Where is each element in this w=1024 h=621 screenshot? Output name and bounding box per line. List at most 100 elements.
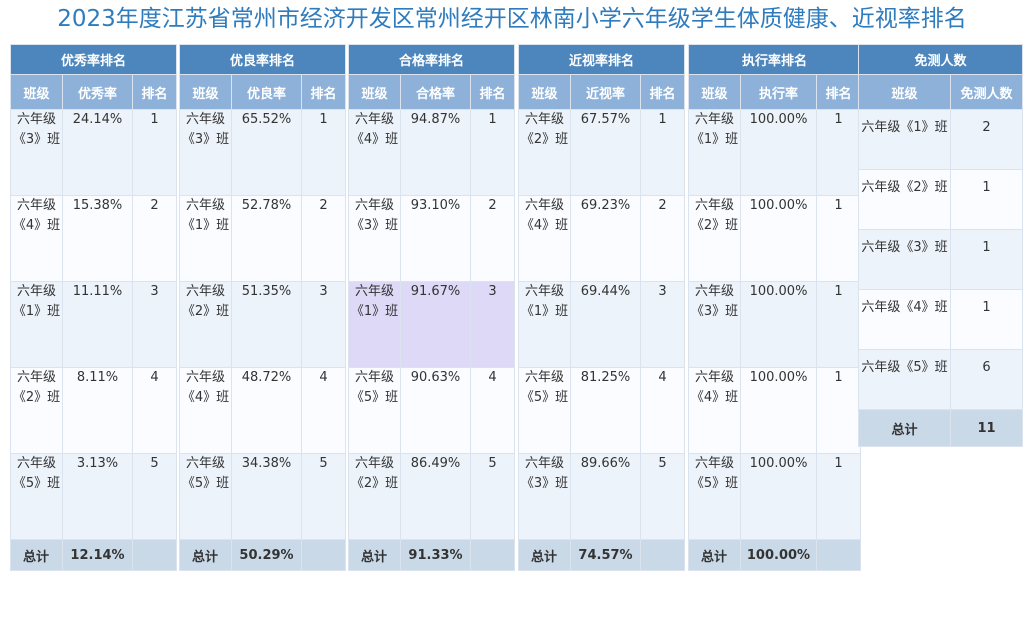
total-rank-empty <box>639 539 686 571</box>
rank-cell: 3 <box>639 281 686 368</box>
panel-title: 优良率排名 <box>178 44 347 75</box>
class-cell: 六年级《3》班 <box>348 195 401 282</box>
class-cell: 六年级《4》班 <box>688 367 741 454</box>
total-row: 总计 11 <box>858 409 1024 447</box>
total-label: 总计 <box>10 539 63 571</box>
rank-cell: 1 <box>300 109 347 196</box>
value-cell: 81.25% <box>570 367 641 454</box>
count-cell: 1 <box>949 289 1024 350</box>
rank-cell: 1 <box>469 109 516 196</box>
value-cell: 52.78% <box>231 195 302 282</box>
table-row: 六年级《4》班 94.87% 1 <box>348 109 516 196</box>
table-row: 六年级《2》班 67.57% 1 <box>518 109 686 196</box>
rank-cell: 2 <box>639 195 686 282</box>
class-cell: 六年级《1》班 <box>518 281 571 368</box>
value-cell: 69.44% <box>570 281 641 368</box>
total-label: 总计 <box>179 539 232 571</box>
value-cell: 100.00% <box>740 367 817 454</box>
total-row: 总计 100.00% <box>688 539 862 571</box>
class-cell: 六年级《2》班 <box>348 453 401 540</box>
class-cell: 六年级《1》班 <box>858 109 951 170</box>
table-row: 六年级《2》班 86.49% 5 <box>348 453 516 540</box>
column-header-metric: 执行率 <box>740 74 817 110</box>
class-cell: 六年级《1》班 <box>10 281 63 368</box>
total-value: 91.33% <box>400 539 471 571</box>
table-row: 六年级《4》班 69.23% 2 <box>518 195 686 282</box>
rank-cell: 1 <box>815 367 862 454</box>
value-cell: 69.23% <box>570 195 641 282</box>
value-cell: 90.63% <box>400 367 471 454</box>
value-cell: 15.38% <box>62 195 133 282</box>
table-row: 六年级《2》班 100.00% 1 <box>688 195 862 282</box>
column-header-rank: 排名 <box>300 74 347 110</box>
value-cell: 65.52% <box>231 109 302 196</box>
value-cell: 11.11% <box>62 281 133 368</box>
value-cell: 91.67% <box>400 281 471 368</box>
rank-cell: 4 <box>639 367 686 454</box>
class-cell: 六年级《4》班 <box>858 289 951 350</box>
class-cell: 六年级《4》班 <box>10 195 63 282</box>
value-cell: 48.72% <box>231 367 302 454</box>
exempt-panel: 免测人数 班级 免测人数 六年级《1》班 2 六年级《2》班 1 六年级《3》班… <box>857 44 1024 447</box>
ranking-panel-good: 优良率排名 班级 优良率 排名 六年级《3》班 65.52% 1 六年级《1》班… <box>178 44 347 571</box>
class-cell: 六年级《3》班 <box>10 109 63 196</box>
total-value: 50.29% <box>231 539 302 571</box>
column-header-class: 班级 <box>10 74 63 110</box>
column-header-metric: 优良率 <box>231 74 302 110</box>
total-row: 总计 74.57% <box>518 539 686 571</box>
column-header-metric: 优秀率 <box>62 74 133 110</box>
table-row: 六年级《1》班 100.00% 1 <box>688 109 862 196</box>
rank-cell: 5 <box>300 453 347 540</box>
table-row: 六年级《5》班 100.00% 1 <box>688 453 862 540</box>
column-header-class: 班级 <box>179 74 232 110</box>
column-header-class: 班级 <box>858 74 951 110</box>
total-label: 总计 <box>518 539 571 571</box>
rank-cell: 5 <box>469 453 516 540</box>
value-cell: 67.57% <box>570 109 641 196</box>
rank-cell: 3 <box>300 281 347 368</box>
total-rank-empty <box>131 539 178 571</box>
panel-title: 执行率排名 <box>687 44 862 75</box>
table-row: 六年级《2》班 51.35% 3 <box>179 281 347 368</box>
table-row: 六年级《2》班 8.11% 4 <box>10 367 178 454</box>
panel-title: 免测人数 <box>857 44 1024 75</box>
total-label: 总计 <box>348 539 401 571</box>
table-row: 六年级《3》班 93.10% 2 <box>348 195 516 282</box>
ranking-panel-excellent: 优秀率排名 班级 优秀率 排名 六年级《3》班 24.14% 1 六年级《4》班… <box>9 44 178 571</box>
table-row: 六年级《4》班 15.38% 2 <box>10 195 178 282</box>
total-value: 11 <box>949 409 1024 447</box>
table-row: 六年级《1》班 52.78% 2 <box>179 195 347 282</box>
ranking-panel-pass: 合格率排名 班级 合格率 排名 六年级《4》班 94.87% 1 六年级《3》班… <box>347 44 516 571</box>
total-label: 总计 <box>688 539 741 571</box>
total-rank-empty <box>300 539 347 571</box>
rank-cell: 4 <box>131 367 178 454</box>
page-title: 2023年度江苏省常州市经济开发区常州经开区林南小学六年级学生体质健康、近视率排… <box>57 6 967 32</box>
total-row: 总计 12.14% <box>10 539 178 571</box>
class-cell: 六年级《2》班 <box>688 195 741 282</box>
value-cell: 51.35% <box>231 281 302 368</box>
table-row: 六年级《1》班 69.44% 3 <box>518 281 686 368</box>
column-header-rank: 排名 <box>469 74 516 110</box>
class-cell: 六年级《5》班 <box>688 453 741 540</box>
column-header-rank: 排名 <box>815 74 862 110</box>
column-header-class: 班级 <box>348 74 401 110</box>
panel-title: 合格率排名 <box>347 44 516 75</box>
class-cell: 六年级《5》班 <box>179 453 232 540</box>
rank-cell: 1 <box>815 453 862 540</box>
class-cell: 六年级《5》班 <box>348 367 401 454</box>
class-cell: 六年级《3》班 <box>858 229 951 290</box>
table-row: 六年级《4》班 100.00% 1 <box>688 367 862 454</box>
table-row: 六年级《5》班 3.13% 5 <box>10 453 178 540</box>
total-rank-empty <box>815 539 862 571</box>
value-cell: 100.00% <box>740 281 817 368</box>
class-cell: 六年级《4》班 <box>179 367 232 454</box>
column-header-class: 班级 <box>518 74 571 110</box>
column-header-metric: 合格率 <box>400 74 471 110</box>
value-cell: 3.13% <box>62 453 133 540</box>
rank-cell: 5 <box>131 453 178 540</box>
value-cell: 34.38% <box>231 453 302 540</box>
value-cell: 94.87% <box>400 109 471 196</box>
class-cell: 六年级《2》班 <box>10 367 63 454</box>
value-cell: 100.00% <box>740 453 817 540</box>
table-row: 六年级《3》班 65.52% 1 <box>179 109 347 196</box>
